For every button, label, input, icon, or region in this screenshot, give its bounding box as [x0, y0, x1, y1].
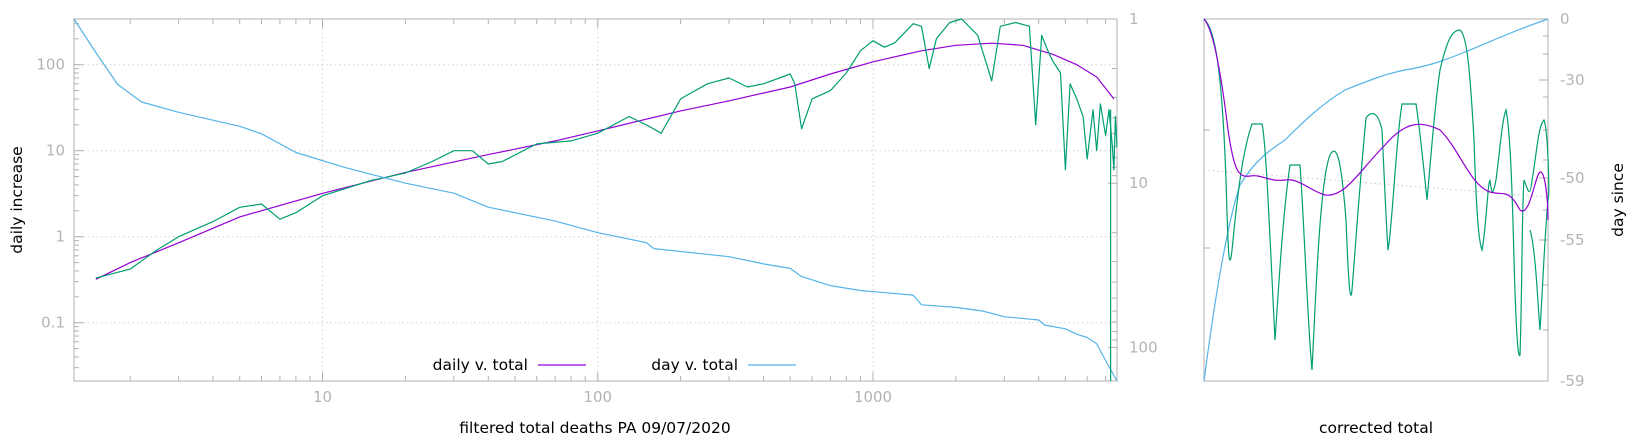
daily-v-total-line: [95, 42, 1115, 280]
main-y-axis-title: daily increase: [8, 146, 26, 253]
inset-y2-tick-label: 0: [1560, 10, 1570, 28]
x-tick-label: 10: [313, 388, 332, 406]
y2-tick-label: 100: [1129, 338, 1158, 356]
legend-label-day-v-total: day v. total: [651, 356, 738, 374]
inset-day-since-line: [1203, 18, 1549, 382]
y-tick-label: 1: [55, 228, 65, 246]
legend-label-daily-v-total: daily v. total: [433, 356, 528, 374]
inset-x-axis-title: corrected total: [1319, 419, 1433, 437]
y-tick-label: 100: [36, 56, 65, 74]
inset-border: [1203, 18, 1549, 382]
inset-y2-tick-label: -59: [1560, 372, 1585, 390]
inset-y2-tick-label: -50: [1560, 169, 1585, 187]
main-chart-ticks: 10 100 1000 0.1 1 10 100 1 10 100: [36, 10, 1157, 406]
main-chart-grid: [74, 19, 1117, 381]
main-chart-frame: [73, 18, 1118, 382]
oscillation-line: [95, 18, 1118, 279]
main-chart-series: [73, 18, 1118, 382]
inset-y2-tick-label: -30: [1560, 71, 1585, 89]
y-tick-label: 0.1: [41, 314, 65, 332]
day-v-total-line: [73, 18, 1118, 382]
y2-tick-label: 10: [1129, 174, 1148, 192]
inset-y2-tick-label: -55: [1560, 231, 1585, 249]
main-x-axis-title: filtered total deaths PA 09/07/2020: [459, 419, 730, 437]
inset-smooth-line: [1203, 18, 1549, 221]
inset-oscillation-line: [1203, 18, 1550, 371]
y-tick-label: 10: [46, 142, 65, 160]
plot-border: [73, 18, 1118, 382]
inset-y2-axis-title: day since: [1609, 163, 1627, 237]
y2-tick-label: 1: [1129, 10, 1139, 28]
legend: daily v. total day v. total: [433, 356, 796, 374]
x-tick-label: 1000: [854, 388, 892, 406]
x-tick-label: 100: [583, 388, 612, 406]
inset-chart: 0 -30 -50 -55 -59: [1203, 10, 1585, 390]
